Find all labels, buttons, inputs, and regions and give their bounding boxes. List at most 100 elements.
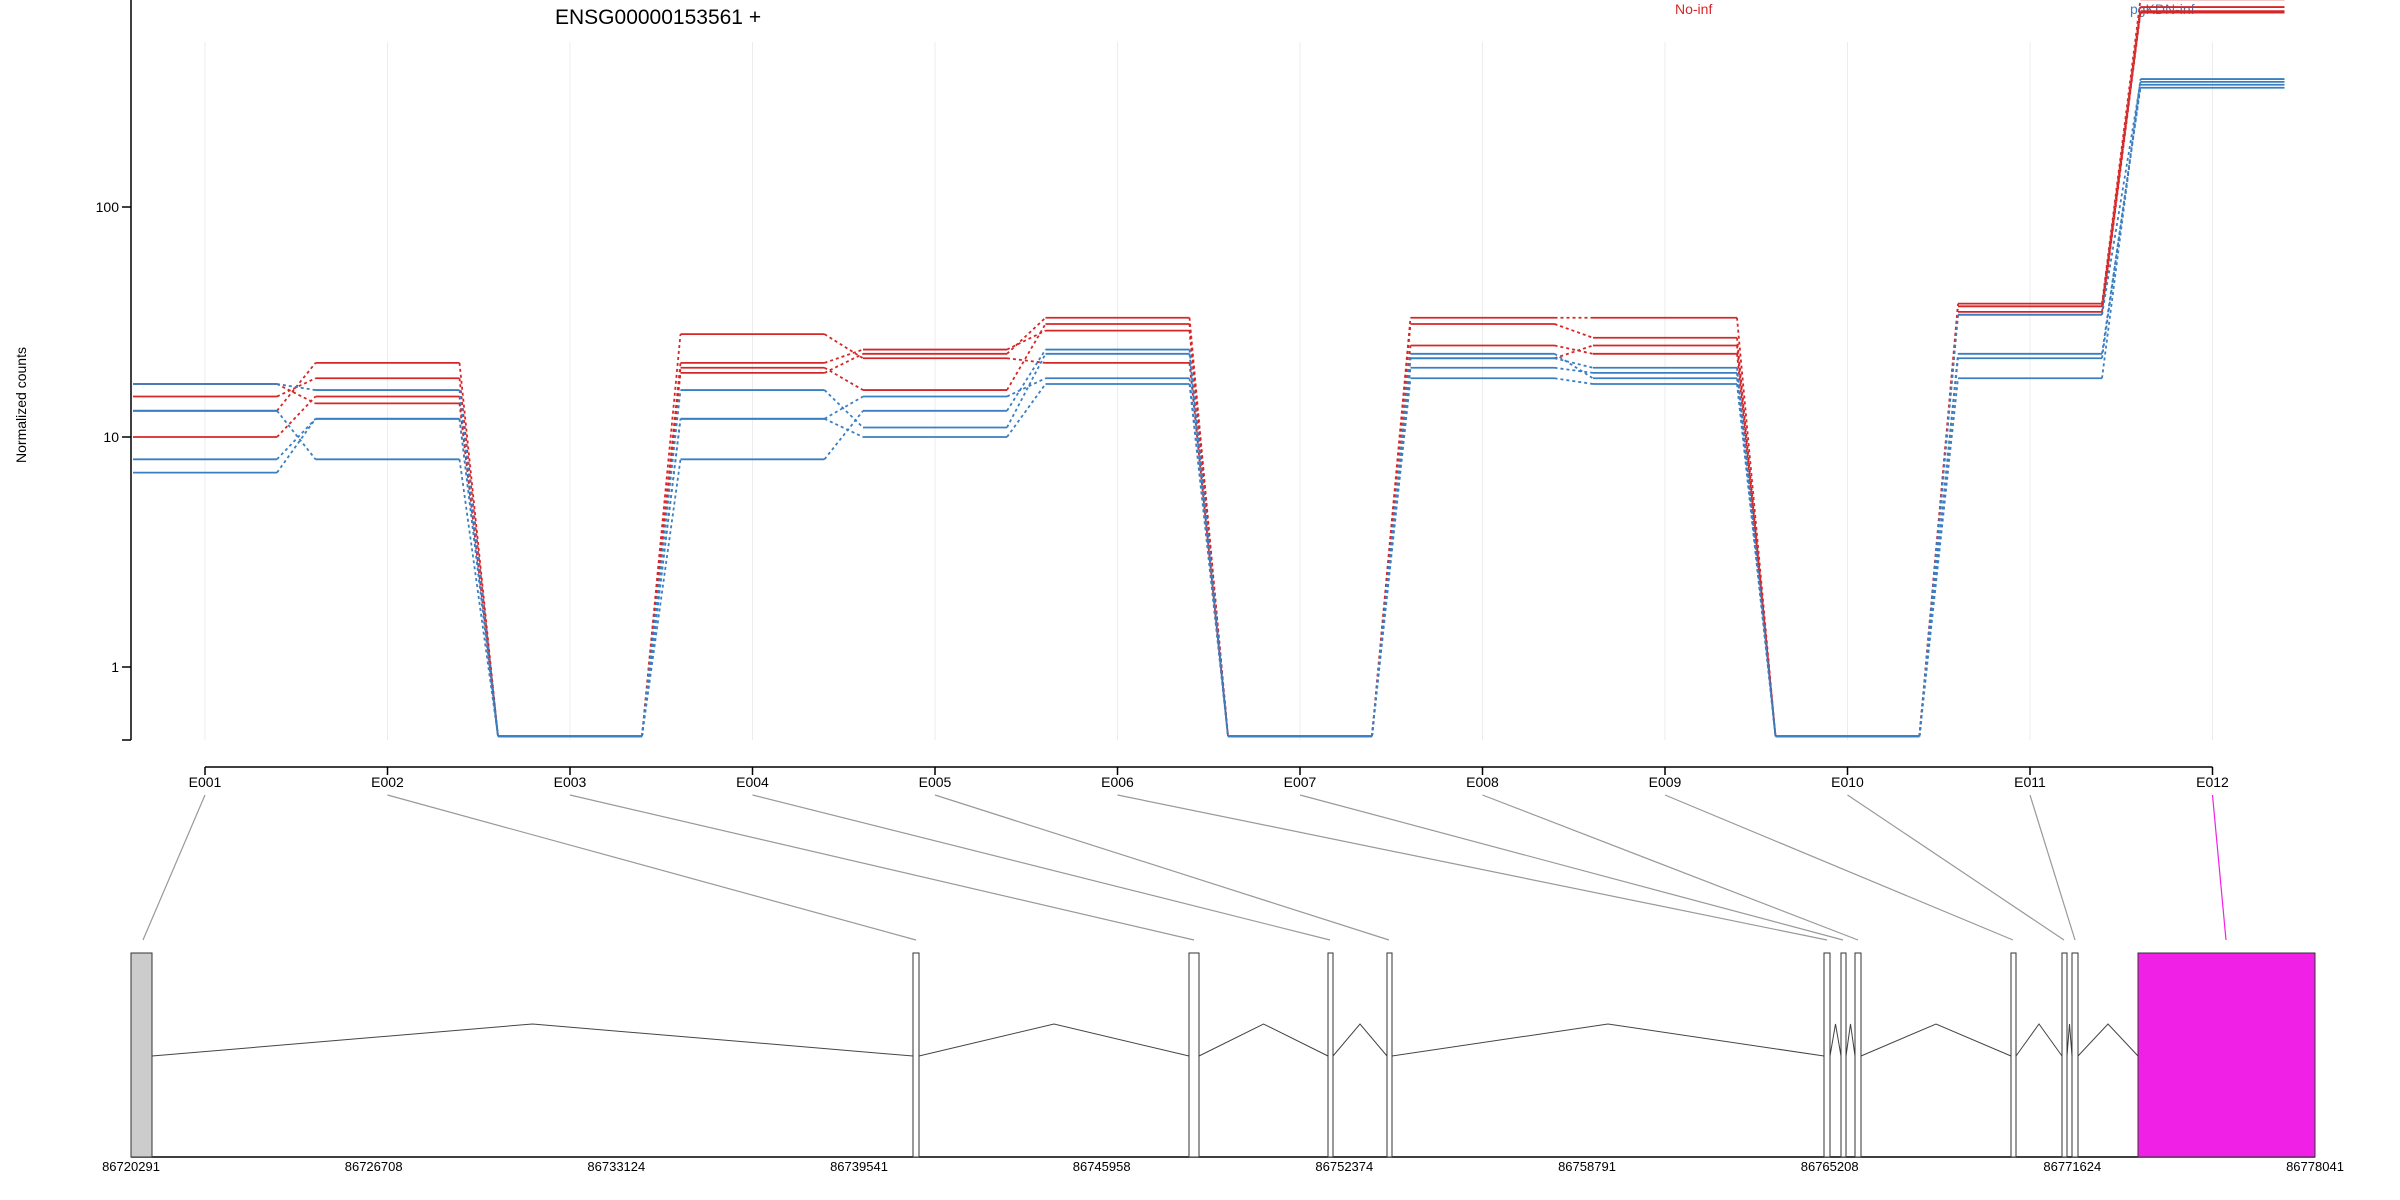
series-7-transition-4: [824, 395, 864, 420]
x-tick-label-e011: E011: [2014, 774, 2046, 790]
intron-4: [1332, 1023, 1388, 1057]
intron-7: [1845, 1023, 1856, 1057]
exon-box-e009: [2010, 952, 2017, 1158]
intron-5: [1391, 1023, 1825, 1057]
series-4-transition-3: [641, 459, 682, 737]
genomic-coordinate-label: 86758791: [1558, 1159, 1616, 1174]
exon-box-e002: [912, 952, 920, 1158]
x-tick-label-e003: E003: [554, 774, 587, 790]
intron-3: [1198, 1023, 1329, 1057]
exon-box-e012: [2137, 952, 2316, 1158]
series-0-transition-4: [824, 333, 864, 360]
genomic-coordinate-label: 86726708: [345, 1159, 403, 1174]
exon-box-e006: [1823, 952, 1831, 1158]
genomic-coordinate-label: 86752374: [1315, 1159, 1373, 1174]
connector-e006: [1117, 794, 1828, 941]
intron-11: [2077, 1023, 2139, 1057]
connector-e002: [387, 794, 917, 941]
intron-1: [151, 1023, 914, 1057]
exon-box-e008: [1854, 952, 1862, 1158]
series-6-transition-11: [2101, 87, 2142, 354]
series-6-transition-3: [641, 389, 682, 737]
series-7-transition-1: [276, 410, 317, 460]
series-7-transition-2: [458, 459, 499, 737]
series-2-transition-4: [824, 352, 864, 374]
series-1-transition-1: [276, 377, 316, 398]
connector-e003: [569, 794, 1195, 941]
legend-label-no-inf: No-inf: [1675, 1, 1712, 17]
series-7-transition-8: [1554, 353, 1594, 380]
series-3-transition-5: [1006, 329, 1046, 351]
series-2-transition-5: [1006, 317, 1047, 355]
x-tick-label-e008: E008: [1466, 774, 1499, 790]
genomic-coordinate-label: 86745958: [1073, 1159, 1131, 1174]
series-5-transition-4: [824, 417, 864, 438]
exon-box-e004: [1327, 952, 1334, 1158]
x-tick-label-e012: E012: [2196, 774, 2229, 790]
connector-e011: [2029, 794, 2076, 941]
series-4-transition-1: [276, 418, 317, 460]
intron-2: [918, 1023, 1190, 1057]
connector-e005: [934, 794, 1390, 941]
genomic-coordinate-label: 86733124: [587, 1159, 645, 1174]
connector-e001: [142, 794, 206, 941]
series-7-transition-11: [2101, 81, 2142, 315]
x-tick-label-e002: E002: [371, 774, 404, 790]
series-1-transition-5: [1006, 323, 1047, 391]
series-6-transition-5: [1006, 353, 1047, 428]
x-tick-label-e004: E004: [736, 774, 769, 790]
exon-box-e011: [2071, 952, 2079, 1158]
series-7-transition-9: [1736, 378, 1777, 737]
y-tick-label-100: 100: [96, 199, 120, 215]
series-7-transition-3: [641, 418, 682, 737]
series-4-transition-6: [1188, 349, 1229, 737]
genomic-coordinate-label: 86739541: [830, 1159, 888, 1174]
connector-e008: [1482, 794, 1859, 941]
series-3-transition-2: [458, 403, 499, 737]
series-4-transition-11: [2101, 78, 2142, 379]
connector-e010: [1847, 794, 2065, 941]
series-2-transition-11: [2101, 12, 2142, 315]
series-7-transition-6: [1188, 378, 1229, 737]
series-4-transition-5: [1006, 349, 1047, 412]
intron-6: [1829, 1023, 1842, 1057]
vertical-gridlines: [204, 42, 2213, 740]
series-2-transition-8: [1554, 344, 1594, 355]
series-3-transition-8: [1554, 344, 1594, 360]
series-4-transition-4: [823, 410, 864, 460]
genomic-coordinate-label: 86771624: [2043, 1159, 2101, 1174]
intron-8: [1860, 1023, 2012, 1057]
series-6-transition-2: [458, 389, 499, 737]
series-5-transition-1: [276, 418, 317, 474]
series-5-transition-8: [1554, 377, 1594, 385]
gene-model: 86720291 86726708 86733124 86739541 86745958…: [102, 952, 2344, 1174]
exon-box-e001: [130, 952, 153, 1158]
y-tick-label-10: 10: [103, 429, 119, 445]
series-3-transition-6: [1188, 330, 1229, 737]
exon-box-e003: [1188, 952, 1200, 1158]
y-axis-title: Normalized counts: [13, 347, 29, 463]
chart-title: ENSG00000153561 +: [555, 6, 761, 29]
series-4-transition-8: [1554, 357, 1594, 369]
series-6-transition-1: [276, 383, 316, 391]
series-6-transition-10: [1918, 353, 1959, 737]
exon-connector-lines: [142, 794, 2227, 941]
intron-10: [2066, 1023, 2073, 1057]
series-5-transition-5: [1006, 383, 1047, 438]
exon-box-e007: [1840, 952, 1847, 1158]
x-tick-label-e007: E007: [1284, 774, 1317, 790]
x-tick-label-e009: E009: [1649, 774, 1682, 790]
series-3-transition-1: [276, 383, 316, 405]
genomic-coordinate-label: 86765208: [1801, 1159, 1859, 1174]
series-2-transition-7: [1371, 345, 1412, 737]
series-3-transition-4: [824, 348, 864, 364]
series-1-transition-4: [824, 366, 864, 391]
x-tick-label-e005: E005: [919, 774, 952, 790]
connector-e009: [1664, 794, 2014, 941]
connector-e004: [752, 794, 1331, 941]
series-6-transition-4: [823, 389, 864, 429]
series-7-transition-5: [1006, 377, 1046, 398]
exon-box-e005: [1386, 952, 1393, 1158]
series-3-transition-11: [2101, 11, 2142, 312]
